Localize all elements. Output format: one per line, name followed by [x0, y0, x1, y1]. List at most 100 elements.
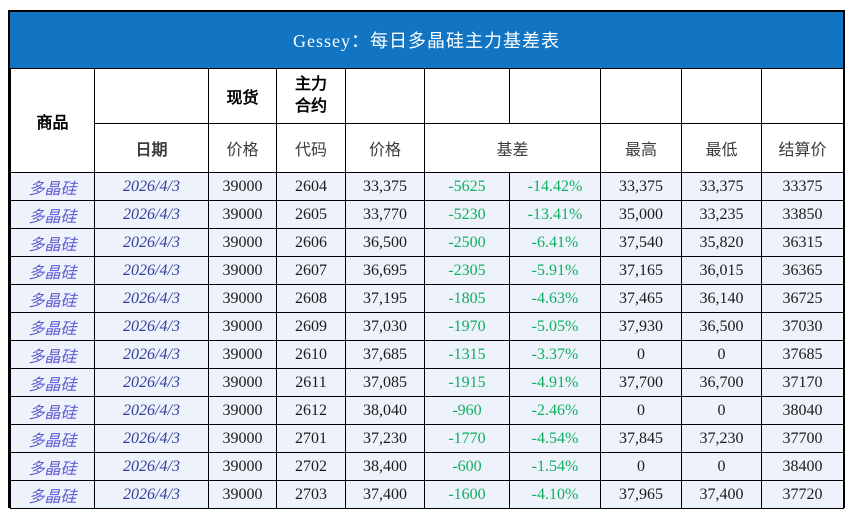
- header-settlement: 结算价: [761, 123, 844, 173]
- cell-low: 36,500: [681, 312, 762, 341]
- cell-basis-pct: -2.46%: [509, 396, 601, 425]
- cell-settlement: 33850: [761, 200, 844, 229]
- cell-contract-code: 2605: [276, 200, 346, 229]
- cell-contract-code: 2611: [276, 368, 346, 397]
- cell-high: 37,465: [600, 284, 682, 313]
- cell-low: 35,820: [681, 228, 762, 257]
- cell-commodity: 多晶硅: [10, 480, 95, 509]
- cell-date: 2026/4/3: [94, 228, 209, 257]
- cell-basis-pct: -4.10%: [509, 480, 601, 509]
- cell-low: 0: [681, 452, 762, 481]
- header-row-fields: 日期 价格 代码 价格 基差 最高 最低 结算价: [11, 123, 844, 173]
- header-band-cell: [424, 68, 510, 124]
- cell-date: 2026/4/3: [94, 284, 209, 313]
- header-spot-group: 现货: [208, 68, 277, 124]
- table-row: 多晶硅 2026/4/3 39000 2607 36,695 -2305 -5.…: [10, 256, 844, 285]
- header-band-cell: [681, 68, 762, 124]
- cell-commodity: 多晶硅: [10, 340, 95, 369]
- cell-date: 2026/4/3: [94, 312, 209, 341]
- cell-date: 2026/4/3: [94, 340, 209, 369]
- header-band-cell: [761, 68, 844, 124]
- cell-contract-code: 2610: [276, 340, 346, 369]
- cell-low: 36,140: [681, 284, 762, 313]
- cell-spot-price: 39000: [208, 452, 277, 481]
- cell-main-price: 36,695: [345, 256, 425, 285]
- table-header: 商品 现货 主力合约 日期 价格 代码 价格 基差 最高 最低 结算价: [10, 68, 844, 173]
- cell-basis: -1770: [424, 424, 510, 453]
- header-high: 最高: [600, 123, 682, 173]
- cell-settlement: 36725: [761, 284, 844, 313]
- cell-main-price: 37,085: [345, 368, 425, 397]
- cell-spot-price: 39000: [208, 256, 277, 285]
- table-row: 多晶硅 2026/4/3 39000 2609 37,030 -1970 -5.…: [10, 312, 844, 341]
- cell-spot-price: 39000: [208, 312, 277, 341]
- cell-settlement: 37030: [761, 312, 844, 341]
- table-row: 多晶硅 2026/4/3 39000 2605 33,770 -5230 -13…: [10, 200, 844, 229]
- header-spot-price: 价格: [208, 123, 277, 173]
- cell-basis: -5230: [424, 200, 510, 229]
- basis-table-sheet: Gessey：每日多晶硅主力基差表 商品 现货 主力合约 日期: [8, 10, 845, 509]
- cell-basis: -1805: [424, 284, 510, 313]
- cell-high: 33,375: [600, 172, 682, 201]
- cell-high: 37,965: [600, 480, 682, 509]
- header-low: 最低: [681, 123, 762, 173]
- cell-high: 35,000: [600, 200, 682, 229]
- table-title-bar: Gessey：每日多晶硅主力基差表: [10, 12, 843, 68]
- header-main-price: 价格: [345, 123, 425, 173]
- cell-main-price: 36,500: [345, 228, 425, 257]
- table-row: 多晶硅 2026/4/3 39000 2612 38,040 -960 -2.4…: [10, 396, 844, 425]
- cell-commodity: 多晶硅: [10, 256, 95, 285]
- header-commodity: 商品: [10, 68, 95, 173]
- cell-basis-pct: -3.37%: [509, 340, 601, 369]
- cell-settlement: 38400: [761, 452, 844, 481]
- cell-basis-pct: -6.41%: [509, 228, 601, 257]
- cell-basis: -1315: [424, 340, 510, 369]
- cell-basis: -5625: [424, 172, 510, 201]
- cell-spot-price: 39000: [208, 172, 277, 201]
- cell-date: 2026/4/3: [94, 368, 209, 397]
- cell-commodity: 多晶硅: [10, 368, 95, 397]
- cell-date: 2026/4/3: [94, 424, 209, 453]
- cell-basis: -2500: [424, 228, 510, 257]
- header-date: 日期: [94, 123, 209, 173]
- table-row: 多晶硅 2026/4/3 39000 2604 33,375 -5625 -14…: [10, 172, 844, 201]
- table-row: 多晶硅 2026/4/3 39000 2703 37,400 -1600 -4.…: [10, 480, 844, 509]
- cell-high: 0: [600, 452, 682, 481]
- cell-main-price: 33,375: [345, 172, 425, 201]
- cell-settlement: 37720: [761, 480, 844, 509]
- cell-basis: -1970: [424, 312, 510, 341]
- cell-contract-code: 2608: [276, 284, 346, 313]
- cell-basis-pct: -4.91%: [509, 368, 601, 397]
- header-basis: 基差: [424, 123, 601, 173]
- cell-main-price: 37,685: [345, 340, 425, 369]
- table-body: 多晶硅 2026/4/3 39000 2604 33,375 -5625 -14…: [10, 172, 844, 509]
- cell-high: 37,540: [600, 228, 682, 257]
- cell-main-price: 38,040: [345, 396, 425, 425]
- cell-contract-code: 2702: [276, 452, 346, 481]
- cell-settlement: 38040: [761, 396, 844, 425]
- cell-date: 2026/4/3: [94, 172, 209, 201]
- table-title: Gessey：每日多晶硅主力基差表: [293, 31, 560, 51]
- cell-date: 2026/4/3: [94, 480, 209, 509]
- cell-basis: -600: [424, 452, 510, 481]
- cell-basis: -960: [424, 396, 510, 425]
- cell-basis-pct: -13.41%: [509, 200, 601, 229]
- cell-basis-pct: -5.91%: [509, 256, 601, 285]
- cell-low: 36,700: [681, 368, 762, 397]
- table-row: 多晶硅 2026/4/3 39000 2701 37,230 -1770 -4.…: [10, 424, 844, 453]
- cell-commodity: 多晶硅: [10, 228, 95, 257]
- table-row: 多晶硅 2026/4/3 39000 2702 38,400 -600 -1.5…: [10, 452, 844, 481]
- cell-date: 2026/4/3: [94, 200, 209, 229]
- cell-basis-pct: -1.54%: [509, 452, 601, 481]
- header-empty-cell: [94, 68, 209, 124]
- cell-commodity: 多晶硅: [10, 396, 95, 425]
- header-code: 代码: [276, 123, 346, 173]
- cell-low: 36,015: [681, 256, 762, 285]
- cell-spot-price: 39000: [208, 480, 277, 509]
- cell-spot-price: 39000: [208, 396, 277, 425]
- cell-spot-price: 39000: [208, 424, 277, 453]
- cell-date: 2026/4/3: [94, 256, 209, 285]
- cell-high: 37,845: [600, 424, 682, 453]
- table-row: 多晶硅 2026/4/3 39000 2608 37,195 -1805 -4.…: [10, 284, 844, 313]
- cell-contract-code: 2703: [276, 480, 346, 509]
